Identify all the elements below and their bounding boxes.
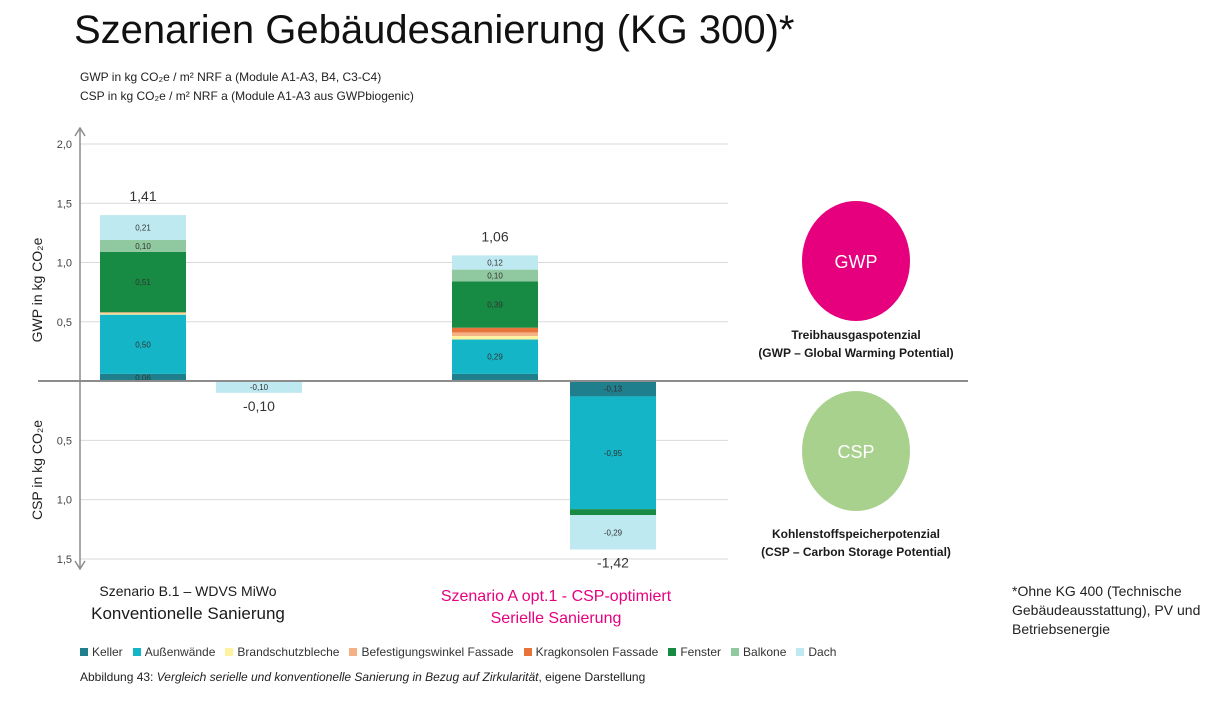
csp-circle-label: CSP bbox=[837, 442, 874, 462]
subtitle-gwp: GWP in kg CO₂e / m² NRF a (Module A1-A3,… bbox=[80, 70, 382, 84]
gwp-desc-line2: (GWP – Global Warming Potential) bbox=[758, 346, 954, 360]
bar-segment bbox=[452, 269, 538, 282]
segment-label: -0,29 bbox=[604, 528, 623, 537]
legend-swatch bbox=[668, 648, 677, 656]
bar-total-label: 1,06 bbox=[481, 228, 508, 244]
bar-segment bbox=[100, 314, 186, 374]
scenario-b1-line1: Szenario B.1 – WDVS MiWo bbox=[99, 583, 277, 599]
scenario-b1-line2: Konventionelle Sanierung bbox=[91, 604, 285, 623]
bar-total-label: 1,41 bbox=[129, 188, 156, 204]
csp-desc-line1: Kohlenstoffspeicherpotenzial bbox=[771, 527, 941, 541]
caption-prefix: Abbildung 43: bbox=[80, 670, 157, 684]
segment-label: 0,50 bbox=[135, 340, 151, 349]
legend-swatch bbox=[523, 648, 532, 656]
page-title: Szenarien Gebäudesanierung (KG 300)* bbox=[74, 8, 795, 52]
legend-item: Brandschutzbleche bbox=[225, 645, 339, 659]
segment-label: 0,10 bbox=[487, 272, 503, 281]
legend-label: Außenwände bbox=[144, 645, 216, 659]
legend-item: Balkone bbox=[731, 645, 786, 659]
bar-segment bbox=[452, 281, 538, 328]
segment-label: 0,06 bbox=[135, 373, 151, 382]
y-tick-label: 1,5 bbox=[57, 198, 72, 210]
segment-label: 0,29 bbox=[487, 353, 503, 362]
legend-swatch bbox=[349, 648, 358, 656]
y-tick-label: 0,5 bbox=[57, 317, 72, 329]
gwp-circle-label: GWP bbox=[835, 252, 878, 272]
bar-segment bbox=[100, 373, 186, 381]
legend-label: Balkone bbox=[743, 645, 787, 659]
legend-swatch bbox=[796, 648, 805, 656]
legend-item: Befestigungswinkel Fassade bbox=[349, 645, 514, 659]
scenario-a-line2: Serielle Sanierung bbox=[490, 610, 622, 627]
legend-swatch bbox=[225, 648, 234, 656]
csp-desc-line2: (CSP – Carbon Storage Potential) bbox=[761, 545, 951, 559]
segment-label: 0,21 bbox=[135, 224, 151, 233]
bar-segment bbox=[100, 215, 186, 240]
legend-swatch bbox=[132, 648, 141, 656]
caption-italic: Vergleich serielle und konventionelle Sa… bbox=[156, 670, 539, 684]
y-axis-label-csp: CSP in kg CO₂e bbox=[29, 420, 45, 520]
bar-total-label: -0,10 bbox=[243, 398, 275, 414]
bar-segment bbox=[452, 327, 538, 333]
segment-label: -0,10 bbox=[250, 383, 269, 392]
bar-segment bbox=[452, 373, 538, 381]
legend-swatch bbox=[80, 648, 88, 656]
segment-label: 0,10 bbox=[135, 242, 151, 251]
bar-total-label: -1,42 bbox=[597, 555, 629, 571]
bar-segment bbox=[100, 312, 186, 314]
figure-caption: Abbildung 43: Vergleich serielle und kon… bbox=[80, 670, 645, 684]
gwp-circle bbox=[802, 201, 910, 321]
subtitle-csp: CSP in kg CO₂e / m² NRF a (Module A1-A3 … bbox=[80, 89, 414, 103]
bar-segment bbox=[100, 239, 186, 252]
legend-label: Dach bbox=[808, 645, 837, 659]
bar-segment bbox=[100, 313, 186, 315]
gwp-desc-line1: Treibhausgaspotenzial bbox=[791, 328, 921, 342]
caption-suffix: , eigene Darstellung bbox=[538, 670, 646, 684]
chart: 2,0 1,5 1,0 0,5 0,5 1,0 1,5 0,06 0,50 0,51 0,10 0,2… bbox=[29, 126, 968, 571]
legend-label: Keller bbox=[92, 645, 123, 659]
legend-item: Außenwände bbox=[132, 645, 216, 659]
y-tick-label: 1,0 bbox=[57, 495, 72, 507]
y-axis-arrow-down bbox=[74, 560, 86, 571]
bar-segment bbox=[570, 396, 656, 510]
segment-label: -0,13 bbox=[604, 385, 623, 394]
bar-segment bbox=[216, 381, 302, 393]
bar-segment bbox=[570, 509, 656, 516]
bar-segment bbox=[452, 335, 538, 340]
legend-label: Brandschutzbleche bbox=[237, 645, 340, 659]
legend-label: Kragkonsolen Fassade bbox=[535, 645, 659, 659]
bar-segment bbox=[570, 381, 656, 397]
bar-segment bbox=[452, 255, 538, 270]
y-tick-label: 1,5 bbox=[57, 554, 72, 566]
legend-item: Keller bbox=[80, 645, 123, 659]
segment-label: -0,95 bbox=[604, 449, 623, 458]
bar-segment bbox=[452, 339, 538, 374]
legend-item: Kragkonsolen Fassade bbox=[523, 645, 659, 659]
csp-circle bbox=[802, 391, 910, 511]
legend-label: Befestigungswinkel Fassade bbox=[361, 645, 514, 659]
y-axis-arrow-up bbox=[74, 126, 86, 137]
bar-segment bbox=[452, 332, 538, 336]
bar-segment bbox=[100, 251, 186, 313]
legend-item: Dach bbox=[796, 645, 836, 659]
y-tick-label: 2,0 bbox=[57, 139, 72, 151]
legend-item: Fenster bbox=[668, 645, 721, 659]
y-tick-label: 0,5 bbox=[57, 435, 72, 447]
scenario-a-line1: Szenario A opt.1 - CSP-optimiert bbox=[440, 588, 672, 605]
footnote: *Ohne KG 400 (Technische Gebäudeausstatt… bbox=[1012, 583, 1201, 637]
legend-label: Fenster bbox=[680, 645, 722, 659]
legend-swatch bbox=[731, 648, 740, 656]
bar-segment bbox=[570, 515, 656, 550]
segment-label: 0,39 bbox=[487, 301, 503, 310]
y-axis-label-gwp: GWP in kg CO₂e bbox=[29, 237, 45, 342]
y-tick-label: 1,0 bbox=[57, 258, 72, 270]
legend: Keller Außenwände Brandschutzbleche Befesti… bbox=[80, 645, 836, 659]
segment-label: 0,51 bbox=[135, 278, 151, 287]
segment-label: 0,12 bbox=[487, 259, 503, 268]
